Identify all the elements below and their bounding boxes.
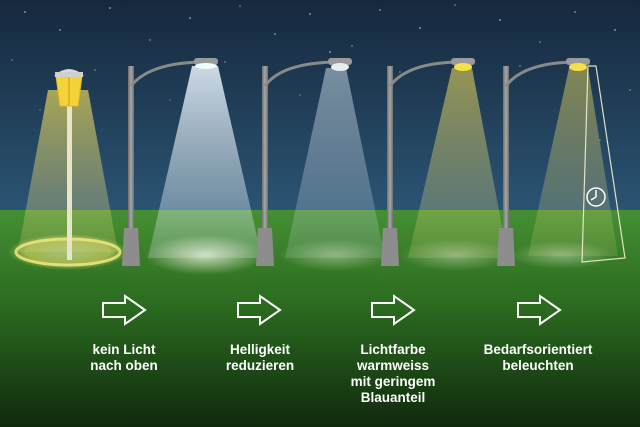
light-cone [528, 68, 618, 256]
caption-reduce-brightness: Helligkeit reduzieren [185, 342, 335, 374]
arrow-right-icon [102, 294, 147, 326]
caption-no-upward-light: kein Licht nach oben [49, 342, 199, 374]
arrow-right-icon [371, 294, 416, 326]
stars [11, 4, 631, 141]
caption-warm-white-light: Lichtfarbe warmweiss mit geringem Blauan… [318, 342, 468, 406]
lamp-pole [387, 66, 393, 230]
caption-line: kein Licht [92, 342, 156, 357]
lamp-lantern [8, 69, 128, 270]
light-cone [408, 68, 508, 258]
caption-line: Lichtfarbe [360, 342, 426, 357]
caption-line: Bedarfsorientiert [483, 342, 593, 357]
lamp-pole [262, 66, 268, 230]
inactive-cone-outline [581, 65, 626, 263]
caption-line: Blauanteil [360, 390, 426, 405]
caption-demand-oriented: Bedarfsorientiert beleuchten [463, 342, 613, 374]
caption-line: warmweiss [356, 358, 430, 373]
caption-line: mit geringem [350, 374, 436, 389]
lamp-pole [67, 92, 72, 260]
arrow-right-icon [237, 294, 282, 326]
pole-base [497, 228, 515, 266]
lamp-warm-white [381, 58, 512, 271]
pole-base [122, 228, 140, 266]
lamp-on-demand [497, 58, 626, 269]
lamp-pole [503, 66, 509, 230]
light-cone [148, 66, 262, 258]
lamp-pole [128, 66, 134, 230]
caption-line: reduzieren [225, 358, 295, 373]
clock-icon [586, 187, 606, 207]
caption-line: Helligkeit [229, 342, 291, 357]
pole-base [256, 228, 274, 266]
lamp-dimmed [256, 58, 391, 271]
light-cone [285, 68, 385, 258]
pole-base [381, 228, 399, 266]
caption-line: beleuchten [502, 358, 574, 373]
caption-line: nach oben [90, 358, 158, 373]
arrow-right-icon [517, 294, 562, 326]
lamp-bright-white [122, 58, 265, 275]
